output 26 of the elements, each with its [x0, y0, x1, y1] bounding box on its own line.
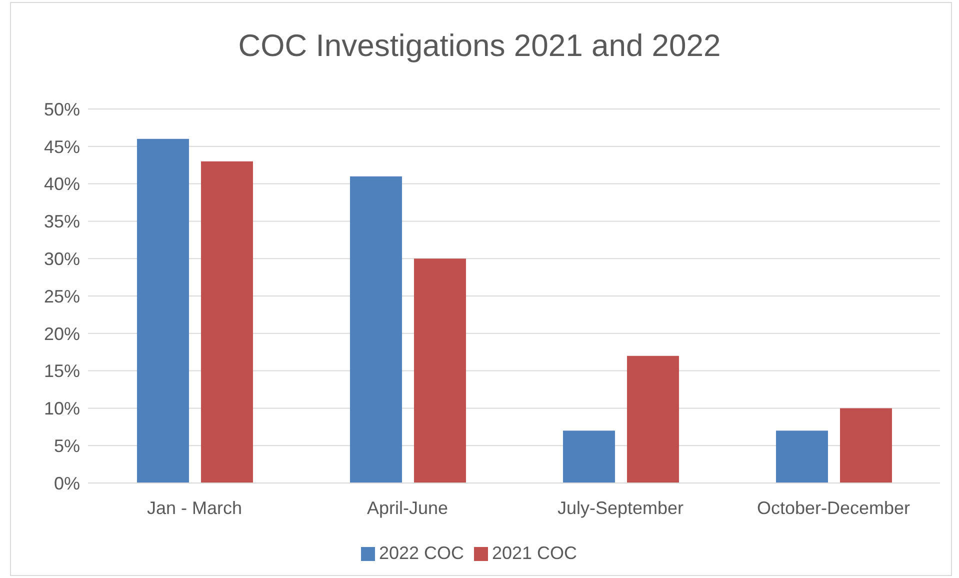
- bar: [350, 176, 402, 483]
- x-tick-label: October-December: [756, 498, 910, 518]
- x-tick-label: July-September: [557, 498, 684, 518]
- y-tick-label: 20%: [44, 324, 80, 344]
- chart-title: COC Investigations 2021 and 2022: [237, 28, 722, 64]
- bar: [562, 430, 615, 483]
- y-tick-label: 30%: [44, 248, 80, 269]
- x-tick-label: April-June: [366, 498, 448, 518]
- y-tick-label: 10%: [44, 398, 80, 419]
- legend-label: 2021 COC: [492, 543, 578, 563]
- bar: [776, 430, 828, 483]
- bar: [136, 138, 189, 483]
- y-tick-label: 45%: [44, 136, 80, 157]
- y-tick-label: 40%: [44, 174, 80, 194]
- bar: [626, 356, 679, 483]
- bar: [200, 161, 253, 483]
- y-tick-label: 5%: [54, 436, 80, 456]
- y-tick-label: 50%: [44, 99, 80, 120]
- legend-label: 2022 COC: [378, 543, 464, 563]
- x-tick-label: Jan - March: [146, 498, 242, 518]
- y-tick-label: 35%: [44, 212, 80, 232]
- y-tick-label: 0%: [54, 473, 80, 494]
- y-tick-label: 25%: [44, 286, 80, 306]
- bar: [414, 258, 466, 483]
- y-tick-label: 15%: [44, 361, 80, 382]
- bar: [840, 408, 892, 483]
